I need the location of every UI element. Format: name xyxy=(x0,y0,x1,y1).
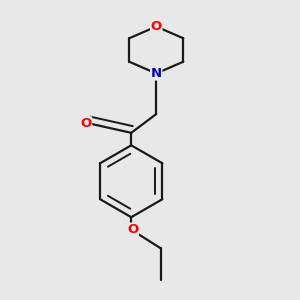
Text: N: N xyxy=(151,67,162,80)
Text: O: O xyxy=(127,223,138,236)
Text: O: O xyxy=(80,117,92,130)
Text: O: O xyxy=(151,20,162,33)
